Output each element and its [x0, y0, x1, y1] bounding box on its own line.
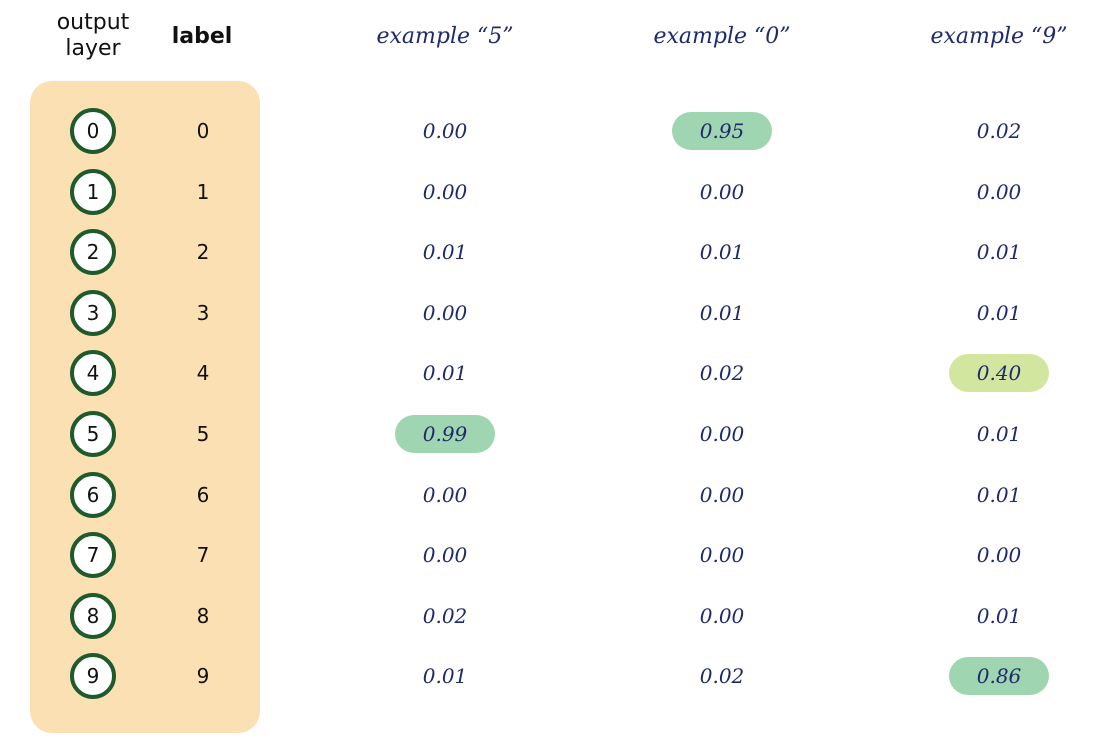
value-ex2-row7: 0.00 [976, 543, 1022, 568]
value-ex0-row0: 0.00 [422, 119, 468, 143]
value-ex0-row4: 0.01 [422, 361, 468, 386]
output-header-line2: layer [65, 36, 121, 61]
output-layer-panel [30, 81, 260, 733]
output-layer-header: output layer [38, 10, 148, 62]
output-neuron-2: 2 [70, 229, 116, 276]
value-ex1-row7: 0.00 [699, 543, 745, 568]
output-neuron-9: 9 [70, 653, 116, 700]
label-header: label [171, 24, 233, 49]
value-ex0-row7: 0.00 [422, 543, 468, 568]
label-5: 5 [196, 422, 210, 446]
label-9: 9 [196, 664, 210, 689]
value-ex0-row9: 0.01 [422, 664, 468, 689]
label-7: 7 [196, 543, 210, 568]
value-ex1-row4: 0.02 [699, 361, 745, 386]
output-neuron-0: 0 [70, 108, 116, 154]
value-ex2-row9: 0.86 [949, 657, 1049, 696]
value-ex0-row6: 0.00 [422, 482, 468, 507]
value-ex2-row4: 0.40 [949, 354, 1049, 393]
label-2: 2 [196, 240, 210, 265]
output-neuron-5: 5 [70, 411, 116, 457]
label-0: 0 [196, 119, 210, 143]
value-ex2-row2: 0.01 [976, 240, 1022, 265]
value-ex2-row1: 0.00 [976, 179, 1022, 204]
output-neuron-3: 3 [70, 289, 116, 336]
value-ex1-row5: 0.00 [699, 422, 745, 446]
value-ex2-row0: 0.02 [976, 119, 1022, 143]
output-neuron-7: 7 [70, 532, 116, 579]
example-header-0: example “5” [376, 24, 514, 49]
value-ex2-row6: 0.01 [976, 482, 1022, 507]
value-ex0-row8: 0.02 [422, 603, 468, 628]
label-4: 4 [196, 361, 210, 386]
value-ex1-row6: 0.00 [699, 482, 745, 507]
value-ex0-row1: 0.00 [422, 179, 468, 204]
value-ex0-row2: 0.01 [422, 240, 468, 265]
output-header-line1: output [56, 10, 130, 35]
value-ex1-row2: 0.01 [699, 240, 745, 265]
value-ex1-row1: 0.00 [699, 179, 745, 204]
label-1: 1 [196, 179, 210, 204]
value-ex0-row3: 0.00 [422, 300, 468, 325]
value-ex1-row3: 0.01 [699, 300, 745, 325]
example-header-2: example “9” [930, 24, 1068, 49]
value-ex1-row0: 0.95 [672, 112, 772, 150]
value-ex1-row8: 0.00 [699, 603, 745, 628]
value-ex2-row3: 0.01 [976, 300, 1022, 325]
value-ex0-row5: 0.99 [395, 415, 495, 453]
example-header-1: example “0” [653, 24, 791, 49]
value-ex2-row5: 0.01 [976, 422, 1022, 446]
output-neuron-6: 6 [70, 471, 116, 518]
label-3: 3 [196, 300, 210, 325]
output-neuron-1: 1 [70, 168, 116, 215]
output-neuron-8: 8 [70, 592, 116, 639]
label-6: 6 [196, 482, 210, 507]
value-ex2-row8: 0.01 [976, 603, 1022, 628]
value-ex1-row9: 0.02 [699, 664, 745, 689]
output-neuron-4: 4 [70, 350, 116, 397]
label-8: 8 [196, 603, 210, 628]
